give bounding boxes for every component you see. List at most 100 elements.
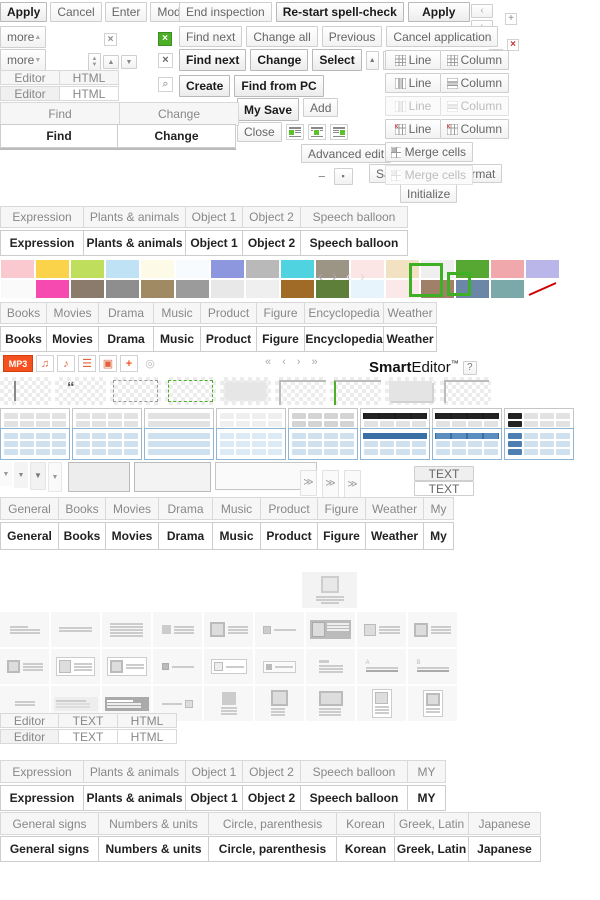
merge-cells-button[interactable]: Merge cells [385, 142, 473, 162]
change-button[interactable]: Change [250, 49, 309, 71]
swatch-2-8[interactable] [245, 279, 280, 299]
text-input-1[interactable] [68, 462, 130, 492]
layout-thumb-small-img-line[interactable] [255, 612, 304, 647]
layout-thumb-img-dark-block[interactable] [306, 612, 355, 647]
swatch-1-7[interactable] [210, 259, 245, 279]
tab-category-product[interactable]: Product [201, 302, 257, 324]
tab-general-books[interactable]: Books [59, 497, 106, 520]
insert-line-button-2[interactable]: Line [385, 73, 441, 93]
headphone-icon[interactable]: ♫ [36, 355, 54, 372]
tab-symbol-general-signs[interactable]: General signs [0, 812, 99, 835]
tab-general-active-books[interactable]: Books [59, 522, 106, 550]
tab-emoticon-active-expression[interactable]: Expression [0, 785, 84, 811]
dropdown-arrow-1[interactable]: ▼ [0, 462, 12, 486]
tab-editor-3[interactable]: Editor [0, 713, 59, 728]
layout-thumb-letter-b-lines[interactable]: B [408, 649, 457, 684]
tab-html-3[interactable]: HTML [118, 713, 177, 728]
tab-emoticon-active-plants-animals[interactable]: Plants & animals [84, 785, 186, 811]
selected-color-large[interactable] [409, 263, 443, 297]
tab-category-active-music[interactable]: Music [154, 326, 201, 352]
end-inspection-button[interactable]: End inspection [179, 2, 272, 22]
scroll-next-button-1[interactable]: ≫ [300, 470, 317, 496]
change-bar-2[interactable]: Change [118, 124, 236, 148]
table-style-blue-blue-left[interactable] [504, 428, 574, 460]
change-all-button[interactable]: Change all [246, 26, 318, 47]
selected-color-small[interactable] [447, 272, 471, 296]
swatch-1-6[interactable] [175, 259, 210, 279]
tab-category-weather[interactable]: Weather [384, 302, 437, 324]
minus-icon[interactable]: − [318, 169, 326, 184]
swatch-2-16[interactable] [525, 279, 560, 299]
tab-category-active-books[interactable]: Books [0, 326, 47, 352]
more-button-2[interactable]: more ▼ [0, 49, 46, 71]
layout-thumb-img-tall2[interactable] [255, 686, 304, 721]
spinner-up-button[interactable]: ▲ [103, 55, 119, 69]
tab-emoticon-speech-balloon[interactable]: Speech balloon [301, 760, 408, 783]
help-button[interactable]: ? [462, 360, 477, 375]
find-next-button-2[interactable]: Find next [179, 49, 247, 71]
find-bar-2[interactable]: Find [0, 124, 118, 148]
list-icon[interactable]: ☰ [78, 355, 96, 372]
quote-style-corner-box[interactable] [275, 377, 326, 405]
swatch-1-5[interactable] [140, 259, 175, 279]
palette-next-icon[interactable]: › [332, 268, 337, 285]
tab-emoticon-active-object-1[interactable]: Object 1 [186, 785, 243, 811]
next-page-icon[interactable]: › [296, 356, 301, 368]
swatch-2-15[interactable] [490, 279, 525, 299]
mp3-icon[interactable]: MP3 [3, 355, 33, 372]
layout-thumb-img-left-lines3[interactable] [408, 612, 457, 647]
quote-style-green-line-box[interactable] [330, 377, 381, 405]
tab-emoticon-my[interactable]: MY [408, 760, 446, 783]
table-style-blue-blue-gray[interactable] [288, 428, 358, 460]
layout-thumb-img-left-box[interactable] [204, 612, 253, 647]
tv-icon[interactable]: ▣ [99, 355, 117, 372]
cancel-button[interactable]: Cancel [50, 2, 102, 22]
swatch-1-1[interactable] [0, 259, 35, 279]
tab-sticker-active-plants-animals[interactable]: Plants & animals [84, 230, 186, 256]
more-button-1[interactable]: more ▲ [0, 26, 46, 48]
tab-symbol-japanese[interactable]: Japanese [469, 812, 541, 835]
tab-general-active-general[interactable]: General [0, 522, 59, 550]
swatch-2-10[interactable] [315, 279, 350, 299]
clear-button[interactable]: × [104, 31, 117, 46]
delete-button-small[interactable]: × [507, 36, 519, 51]
initialize-button[interactable]: Initialize [400, 184, 458, 203]
tab-symbol-active-greek-latin[interactable]: Greek, Latin [395, 836, 469, 862]
tab-category-movies[interactable]: Movies [47, 302, 99, 324]
tab-general-active-product[interactable]: Product [261, 522, 318, 550]
tab-sticker-expression[interactable]: Expression [0, 206, 84, 228]
tab-general-product[interactable]: Product [261, 497, 318, 520]
text-button-1[interactable]: TEXT [414, 466, 474, 481]
scroll-next-button-3[interactable]: ≫ [344, 470, 361, 500]
quote-style-quote-mark[interactable]: “ [55, 377, 106, 405]
my-save-button[interactable]: My Save [237, 98, 300, 121]
last-page-icon[interactable]: » [311, 356, 318, 368]
swatch-2-1[interactable] [0, 279, 35, 299]
layout-thumb-dot-line[interactable] [153, 649, 202, 684]
align-center-icon[interactable] [307, 124, 326, 140]
tab-emoticon-active-my[interactable]: MY [408, 785, 446, 811]
swatch-1-16[interactable] [525, 259, 560, 279]
swatch-2-11[interactable] [350, 279, 385, 299]
tab-symbol-active-japanese[interactable]: Japanese [469, 836, 541, 862]
tab-text-1[interactable]: TEXT [59, 713, 118, 728]
dropdown-arrow-4[interactable]: ▼ [48, 462, 62, 492]
layout-thumb-framed-img-lines2[interactable] [102, 649, 151, 684]
tab-emoticon-active-object-2[interactable]: Object 2 [243, 785, 301, 811]
table-style-blue-blue-lined[interactable] [144, 428, 214, 460]
close-active-button[interactable]: × [158, 30, 172, 46]
layout-thumb-letter-a-lines[interactable]: A [357, 649, 406, 684]
create-button[interactable]: Create [179, 75, 231, 97]
tab-symbol-active-general-signs[interactable]: General signs [0, 836, 99, 862]
tab-category-active-drama[interactable]: Drama [99, 326, 154, 352]
tab-general-music[interactable]: Music [213, 497, 261, 520]
restart-spellcheck-button[interactable]: Re-start spell-check [275, 2, 404, 22]
stop-button[interactable]: ▪ [333, 168, 353, 185]
find-bar-1[interactable]: Find [0, 102, 120, 126]
tab-sticker-active-expression[interactable]: Expression [0, 230, 84, 256]
add-button[interactable]: Add [303, 98, 339, 117]
tab-sticker-active-object-1[interactable]: Object 1 [186, 230, 243, 256]
tab-html-1[interactable]: HTML [60, 70, 119, 85]
tab-category-books[interactable]: Books [0, 302, 47, 324]
layout-thumb-short-line-lines[interactable] [306, 649, 355, 684]
